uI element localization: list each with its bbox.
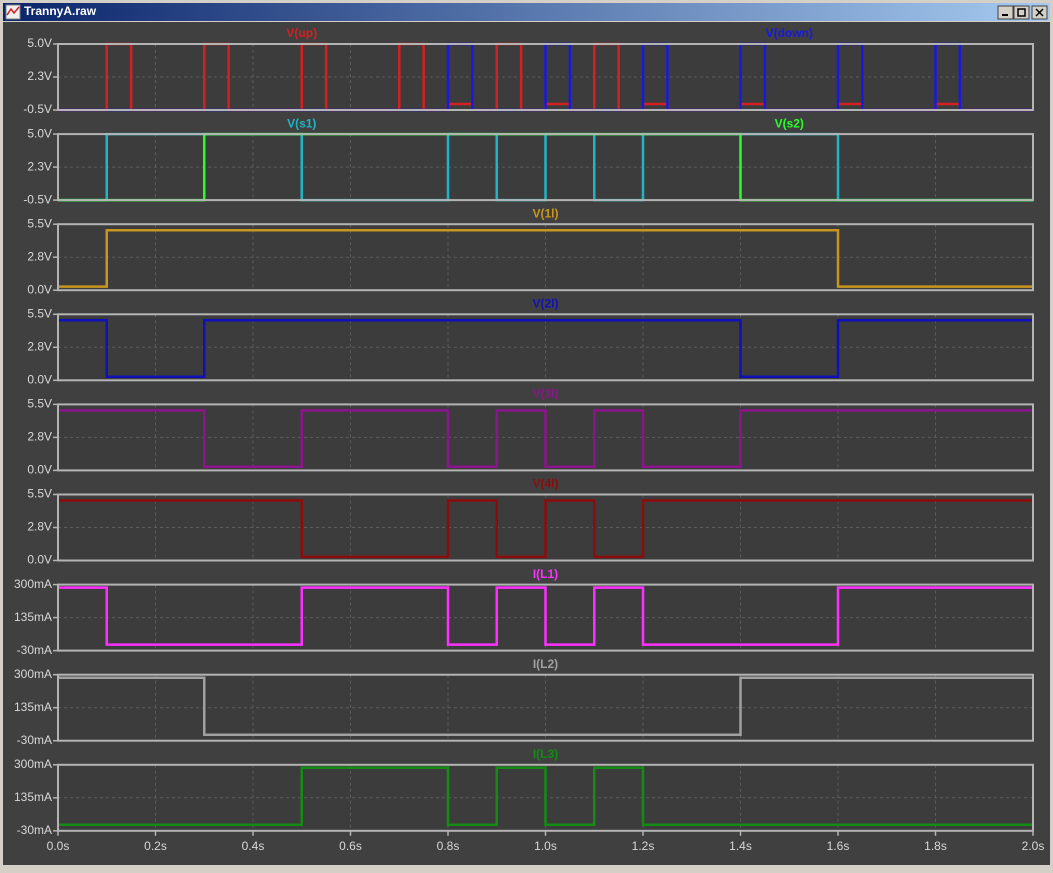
legend-label: V(2l): [532, 296, 558, 310]
pane-border: [57, 313, 1034, 382]
legend-label: V(3l): [532, 387, 558, 401]
y-tick-label: -30mA: [17, 643, 52, 657]
y-tick-label: 2.8V: [27, 430, 52, 444]
restore-glyph: [1017, 8, 1026, 17]
series-line: [58, 586, 1033, 646]
series-line: [58, 409, 1033, 469]
app-icon-glyph: [6, 6, 20, 16]
x-tick-label: 0.4s: [242, 839, 265, 853]
y-tick-label: 5.5V: [27, 397, 52, 411]
y-tick-label: 300mA: [14, 577, 52, 591]
window-buttons: [997, 5, 1048, 20]
y-tick-label: -0.5V: [23, 102, 52, 116]
series-line: [58, 676, 1033, 736]
title-bar: [3, 3, 1050, 21]
y-tick-label: 135mA: [14, 790, 52, 804]
x-tick-label: 1.2s: [632, 839, 655, 853]
x-tick-label: 0.2s: [144, 839, 167, 853]
x-tick-label: 0.8s: [437, 839, 460, 853]
series-line: [58, 228, 1033, 288]
legend-label: I(L2): [533, 657, 558, 671]
legend-label: V(s1): [287, 116, 316, 130]
pane-border: [57, 223, 1034, 292]
y-tick-label: -30mA: [17, 823, 52, 837]
legend-label: V(down): [766, 26, 813, 40]
x-tick-label: 2.0s: [1022, 839, 1045, 853]
y-tick-label: 2.8V: [27, 249, 52, 263]
x-tick-label: 1.0s: [534, 839, 557, 853]
y-tick-label: 5.5V: [27, 216, 52, 230]
close-glyph: [1035, 8, 1044, 17]
x-tick-label: 0.0s: [47, 839, 70, 853]
pane-border: [57, 403, 1034, 472]
restore-button[interactable]: [1013, 5, 1030, 20]
pane-border: [57, 673, 1034, 742]
window-title: TrannyA.raw: [24, 4, 97, 18]
y-tick-label: 2.3V: [27, 159, 52, 173]
y-tick-label: 2.8V: [27, 520, 52, 534]
y-tick-label: 2.3V: [27, 69, 52, 83]
legend-label: I(L1): [533, 567, 558, 581]
legend-label: V(1l): [532, 206, 558, 220]
x-tick-label: 1.6s: [827, 839, 850, 853]
x-tick-label: 1.4s: [729, 839, 752, 853]
y-tick-label: 0.0V: [27, 372, 52, 386]
y-tick-label: 5.5V: [27, 487, 52, 501]
y-tick-label: 0.0V: [27, 463, 52, 477]
y-tick-label: 0.0V: [27, 553, 52, 567]
y-tick-label: 300mA: [14, 757, 52, 771]
y-tick-label: 5.0V: [27, 36, 52, 50]
legend-label: V(4l): [532, 477, 558, 491]
y-tick-label: -0.5V: [23, 192, 52, 206]
y-tick-label: 135mA: [14, 610, 52, 624]
x-tick-label: 0.6s: [339, 839, 362, 853]
y-tick-label: 2.8V: [27, 339, 52, 353]
legend-label: V(s2): [775, 116, 804, 130]
series-line: [58, 499, 1033, 559]
pane-border: [57, 133, 1034, 202]
pane-border: [57, 43, 1034, 111]
series-line: [58, 319, 1033, 378]
y-tick-label: 0.0V: [27, 282, 52, 296]
legend-label: V(up): [286, 26, 317, 40]
y-tick-label: -30mA: [17, 733, 52, 747]
y-tick-label: 135mA: [14, 700, 52, 714]
legend-label: I(L3): [533, 747, 558, 761]
pane-border: [57, 493, 1034, 562]
x-tick-label: 1.8s: [924, 839, 947, 853]
minimize-button[interactable]: [997, 5, 1014, 20]
pane-border: [57, 583, 1034, 652]
y-tick-label: 5.5V: [27, 306, 52, 320]
series-line: [58, 766, 1033, 827]
y-tick-label: 5.0V: [27, 126, 52, 140]
y-tick-label: 300mA: [14, 667, 52, 681]
